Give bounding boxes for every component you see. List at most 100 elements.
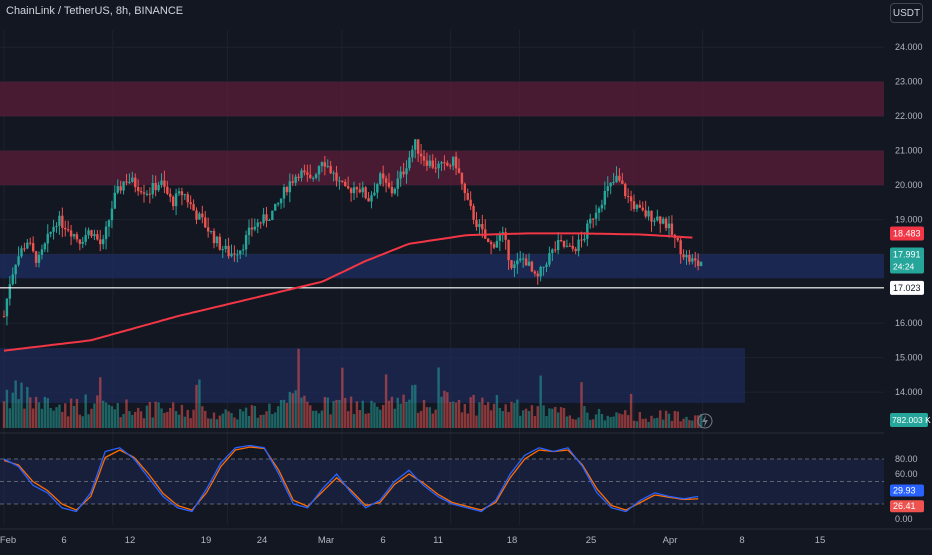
candle-body <box>376 184 379 193</box>
volume-bar <box>291 393 294 428</box>
price-axis-tick: 19.000 <box>895 215 923 225</box>
candle-body <box>236 254 239 256</box>
candle-body <box>344 181 347 187</box>
candle-body <box>338 180 341 182</box>
candle-body <box>230 253 233 257</box>
candle-body <box>489 242 493 245</box>
candle-body <box>349 188 353 194</box>
volume-bar <box>332 401 335 428</box>
volume-bar <box>274 412 277 428</box>
candle-body <box>536 273 539 277</box>
volume-bar <box>661 419 665 428</box>
volume-bar <box>618 413 621 428</box>
volume-bar <box>125 399 128 428</box>
volume-bar <box>55 407 58 428</box>
candle-body <box>379 173 382 185</box>
volume-bar <box>364 413 367 428</box>
candle-body <box>521 258 525 260</box>
volume-bar <box>276 406 280 428</box>
candle-body <box>250 227 254 230</box>
candle-body <box>262 214 265 224</box>
candle-body <box>405 168 408 175</box>
volume-bar <box>145 405 149 428</box>
zone-support-2 <box>0 254 884 279</box>
volume-bar <box>349 396 353 428</box>
stoch-axis-tick: 0.00 <box>895 514 913 524</box>
volume-bar <box>49 408 52 428</box>
volume-bar <box>536 406 539 428</box>
candle-body <box>507 239 510 261</box>
candle-body <box>20 248 23 257</box>
volume-bar <box>416 412 420 428</box>
candle-body <box>233 253 236 255</box>
candle-body <box>504 232 507 240</box>
candle-body <box>297 176 300 178</box>
volume-bar <box>189 418 192 428</box>
candle-body <box>55 225 58 227</box>
volume-bar <box>443 390 446 428</box>
volume-bar <box>361 400 364 428</box>
volume-bar <box>344 397 347 428</box>
volume-bar <box>256 417 259 428</box>
candle-body <box>244 235 248 250</box>
volume-bar <box>673 410 677 428</box>
volume-bar <box>151 417 154 428</box>
candle-body <box>688 254 691 262</box>
candle-body <box>198 213 201 220</box>
volume-bar <box>23 408 26 428</box>
countdown-badge: 24:24 <box>893 261 915 271</box>
volume-bar <box>154 401 157 428</box>
candle-body <box>64 227 67 230</box>
candle-body <box>309 174 312 178</box>
candle-body <box>72 234 76 237</box>
last-price-badge: 17.991 <box>893 249 921 259</box>
ma-price-badge-bg <box>890 226 924 241</box>
candle-body <box>317 166 321 175</box>
candle-body <box>154 183 157 191</box>
volume-bar <box>34 396 38 428</box>
volume-bar <box>449 401 452 428</box>
volume-bar <box>297 348 300 428</box>
candle-body <box>670 223 674 235</box>
volume-bar <box>492 403 496 428</box>
volume-bar <box>99 377 102 428</box>
volume-bar <box>265 411 268 428</box>
time-axis-label: 11 <box>433 535 443 546</box>
volume-bar <box>241 411 245 428</box>
volume-bar <box>134 411 137 428</box>
volume-bar <box>107 404 111 428</box>
candle-body <box>96 234 99 240</box>
candle-body <box>151 183 154 195</box>
volume-bar <box>341 367 344 428</box>
volume-bar <box>198 379 201 428</box>
stoch-k-badge: 29.93 <box>893 486 916 496</box>
volume-bar <box>612 416 615 428</box>
candle-body <box>463 183 467 194</box>
price-axis-tick: 14.000 <box>895 387 923 397</box>
candle-body <box>390 186 394 194</box>
volume-bar <box>268 403 271 428</box>
candle-body <box>661 218 665 224</box>
candle-body <box>443 162 446 164</box>
price-axis-tick: 15.000 <box>895 353 923 363</box>
volume-bar <box>484 404 487 428</box>
volume-bar <box>314 410 318 428</box>
candle-body <box>177 191 181 194</box>
candle-body <box>414 139 417 150</box>
candle-body <box>542 266 545 268</box>
candle-body <box>638 204 642 208</box>
candle-body <box>454 156 458 169</box>
candle-body <box>84 235 87 242</box>
volume-bar <box>516 399 519 428</box>
chart-title: ChainLink / TetherUS, 8h, BINANCE <box>6 5 184 17</box>
candle-body <box>218 236 222 250</box>
volume-bar <box>180 404 184 428</box>
candle-body <box>641 207 644 211</box>
currency-button[interactable]: USDT <box>890 3 923 23</box>
candle-body <box>90 230 93 237</box>
volume-bar <box>101 400 105 428</box>
volume-bar <box>87 414 90 428</box>
volume-bar <box>17 399 20 428</box>
